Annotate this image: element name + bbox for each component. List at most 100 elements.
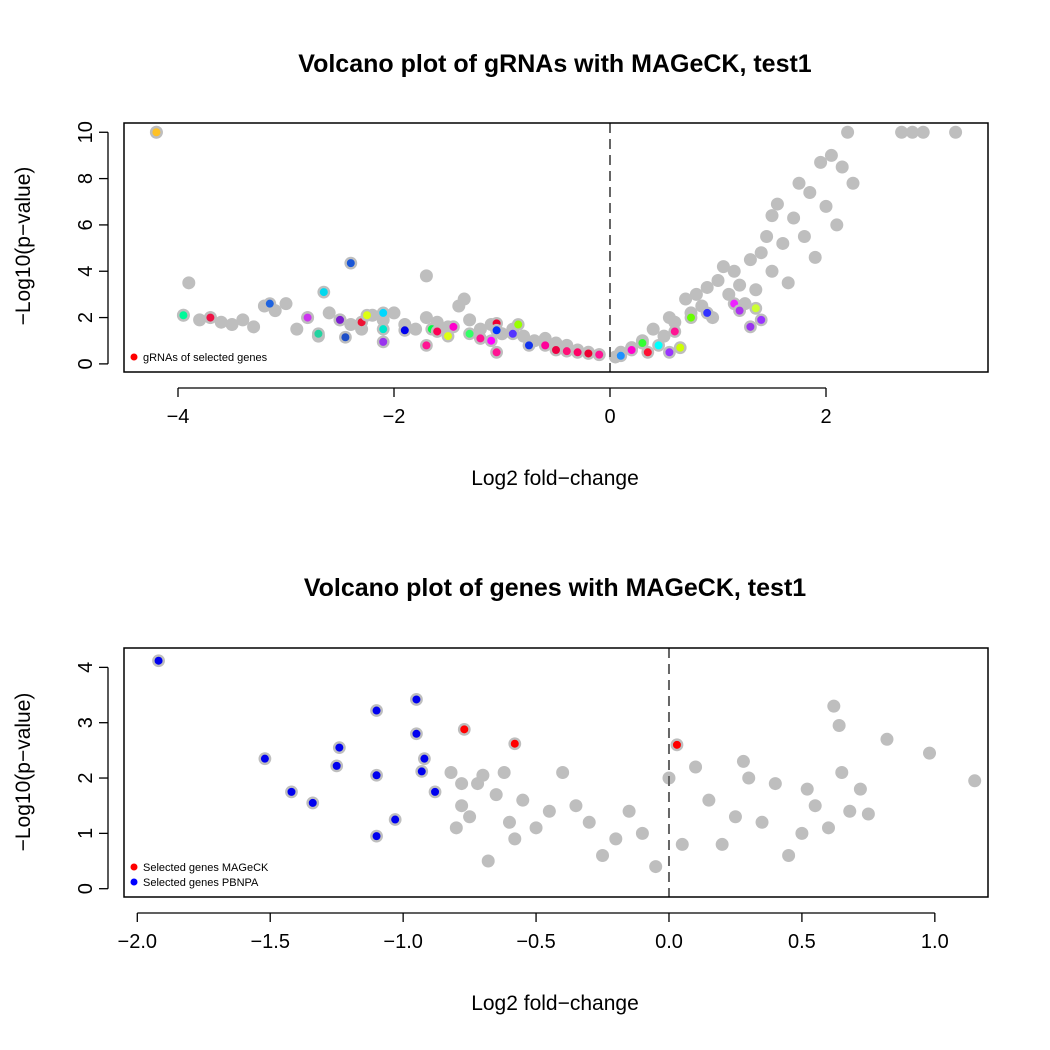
data-point: [322, 306, 336, 320]
highlighted-point: [490, 323, 503, 337]
data-point: [853, 782, 867, 796]
x-axis-label: Log2 fold−change: [471, 467, 639, 490]
highlighted-point: [484, 334, 498, 348]
data-point: [675, 837, 689, 851]
highlighted-point: [317, 285, 331, 299]
highlighted-point: [333, 313, 347, 327]
plot-frame: [123, 647, 989, 898]
highlighted-point: [301, 311, 314, 324]
data-point: [968, 774, 982, 788]
highlighted-point: [428, 785, 442, 799]
data-point: [635, 826, 649, 840]
data-point: [800, 782, 814, 796]
y-tick-label: 4: [75, 266, 97, 277]
highlighted-point: [522, 338, 536, 352]
data-point: [749, 283, 763, 297]
data-point: [711, 274, 725, 288]
data-point: [481, 854, 495, 868]
data-point: [455, 777, 469, 791]
highlighted-point: [571, 345, 584, 359]
data-point: [814, 155, 828, 169]
data-point: [689, 287, 703, 301]
data-point: [279, 297, 293, 311]
data-point: [755, 815, 769, 829]
highlighted-point: [670, 738, 684, 752]
highlighted-point: [641, 345, 655, 359]
data-point: [668, 315, 682, 329]
x-tick-label: −1.5: [250, 931, 289, 953]
x-tick-label: 0: [604, 406, 615, 428]
highlighted-point: [560, 344, 574, 358]
highlighted-point: [473, 332, 487, 345]
data-point: [824, 148, 838, 162]
highlighted-point: [463, 327, 476, 341]
highlighted-point: [744, 320, 757, 334]
highlighted-point: [332, 741, 346, 754]
data-point: [247, 320, 261, 334]
data-point: [743, 253, 757, 267]
chart-title: Volcano plot of gRNAs with MAGeCK, test1: [298, 50, 812, 78]
x-tick-label: −2.0: [118, 931, 157, 953]
data-point: [736, 754, 750, 768]
data-point: [508, 832, 522, 846]
highlighted-point: [549, 343, 563, 357]
x-axis: −4 −2 0 2: [167, 387, 832, 428]
highlighted-point: [538, 338, 552, 352]
y-tick-label: 2: [75, 312, 97, 323]
data-point: [821, 821, 835, 835]
x-tick-label: −4: [167, 406, 190, 428]
plot-area: [149, 125, 963, 364]
highlighted-point: [506, 327, 520, 341]
highlighted-point: [749, 301, 763, 315]
plot-area: [152, 654, 982, 874]
data-point: [556, 766, 570, 779]
data-point: [542, 804, 556, 818]
highlighted-point: [754, 313, 768, 327]
highlighted-point: [330, 759, 344, 773]
x-tick-label: −0.5: [516, 931, 555, 953]
highlighted-point: [733, 304, 746, 318]
data-point: [516, 793, 530, 807]
data-point: [768, 777, 782, 791]
y-tick-label: 6: [75, 219, 97, 230]
highlighted-point: [457, 722, 471, 736]
data-point: [949, 125, 963, 139]
y-tick-label: 3: [75, 717, 97, 728]
highlighted-point: [376, 306, 390, 320]
highlighted-point: [592, 348, 606, 362]
y-axis-label: −Log10(p−value): [12, 167, 35, 326]
data-point: [609, 832, 623, 846]
x-tick-label: 2: [820, 406, 831, 428]
data-point: [895, 125, 909, 139]
data-point: [832, 718, 846, 732]
data-point: [489, 788, 503, 802]
highlighted-point: [446, 320, 460, 334]
highlighted-point: [668, 325, 682, 338]
highlighted-point: [652, 338, 665, 352]
y-tick-label: 1: [75, 828, 97, 839]
data-point: [795, 826, 809, 840]
highlighted-point: [636, 336, 649, 350]
data-point: [819, 199, 833, 213]
highlighted-point: [441, 329, 455, 343]
y-tick-label: 0: [75, 883, 97, 894]
data-point: [782, 849, 796, 862]
data-point: [880, 732, 894, 746]
highlighted-point: [376, 322, 390, 336]
y-tick-label: 2: [75, 772, 97, 783]
data-point: [214, 315, 228, 329]
legend: Selected genes MAGeCK Selected genes PBNP…: [130, 862, 269, 889]
data-point: [808, 799, 822, 813]
data-point: [916, 125, 930, 139]
highlighted-point: [370, 768, 383, 782]
y-tick-label: 4: [75, 662, 97, 673]
highlighted-point: [176, 308, 190, 322]
data-point: [419, 269, 433, 283]
data-point: [841, 125, 855, 139]
highlighted-point: [263, 297, 277, 311]
grna-volcano-panel: Volcano plot of gRNAs with MAGeCK, test1…: [12, 50, 989, 490]
data-point: [502, 815, 516, 829]
data-point: [409, 322, 423, 336]
